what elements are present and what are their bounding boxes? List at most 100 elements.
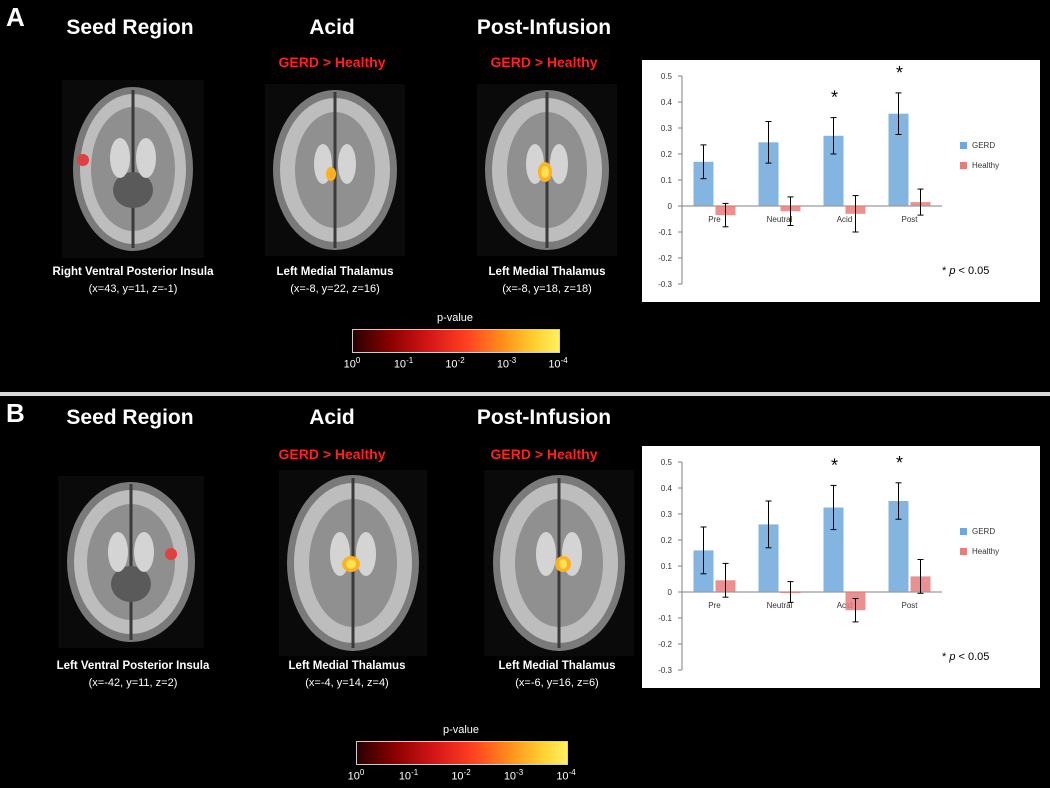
bar-chart-b-svg: 0.5 0.4 0.3 0.2 0.1 0 -0.1 -0.2 -0.3 Pre Neutral Ac… xyxy=(658,453,999,675)
brain-label-acid: Left Medial Thalamus xyxy=(288,660,406,672)
contrast-label-acid: GERD > Healthy xyxy=(278,446,386,462)
colorbar-tick-label: 10-1 xyxy=(398,768,419,783)
contrast-label-post: GERD > Healthy xyxy=(490,54,598,70)
column-title-post: Post-Infusion xyxy=(476,406,612,429)
legend-label: Healthy xyxy=(972,547,999,556)
legend-swatch-gerd xyxy=(960,528,967,535)
y-tick-label: 0.5 xyxy=(661,72,673,81)
significance-star: * xyxy=(896,453,903,473)
bar-chart-a: 0.5 0.4 0.3 0.2 0.1 0 -0.1 -0.2 -0.3 Pre Neutral Ac… xyxy=(642,60,1040,302)
column-title-post: Post-Infusion xyxy=(476,16,612,39)
brain-slice-acid-image xyxy=(265,84,405,256)
brain-coords-post: (x=-8, y=18, z=18) xyxy=(502,283,592,295)
panel-divider xyxy=(0,392,1050,396)
bar-gerd xyxy=(888,501,909,592)
panel-b: B Seed Region Acid Post-Infusion GERD > … xyxy=(0,396,1050,788)
bar-gerd xyxy=(758,524,779,592)
y-tick-label: 0.4 xyxy=(661,98,673,107)
brain-label-post: Left Medial Thalamus xyxy=(498,660,616,672)
colorbar-tick-label: 10-1 xyxy=(393,356,414,371)
colorbar-tick-label: 10-4 xyxy=(548,356,568,371)
x-tick-label: Pre xyxy=(708,601,721,610)
brain-coords-seed: (x=43, y=11, z=-1) xyxy=(88,283,178,295)
bar-gerd xyxy=(758,142,779,206)
significance-note: * p < 0.05 xyxy=(942,651,989,663)
significance-star: * xyxy=(831,88,838,108)
legend-label: GERD xyxy=(972,527,995,536)
x-tick-label: Neutral xyxy=(767,601,793,610)
colorbar-tick-label: 100 xyxy=(347,768,365,783)
y-tick-label: 0.1 xyxy=(661,176,673,185)
y-tick-label: 0.3 xyxy=(661,124,673,133)
colorbar-tick-label: 10-4 xyxy=(556,768,576,783)
panel-a: A Seed Region Acid Post-Infusion GERD > … xyxy=(0,0,1050,392)
brain-slice-post-image xyxy=(484,470,634,656)
bar-chart-a-svg: 0.5 0.4 0.3 0.2 0.1 0 -0.1 -0.2 -0.3 Pre Neutral Ac… xyxy=(658,63,999,289)
brain-coords-acid: (x=-8, y=22, z=16) xyxy=(290,283,380,295)
y-tick-label: -0.1 xyxy=(658,228,672,237)
colorbar-tick-label: 100 xyxy=(343,356,361,371)
y-tick-label: 0.5 xyxy=(661,458,673,467)
bar-gerd xyxy=(693,161,714,206)
significance-star: * xyxy=(896,63,903,83)
brain-label-post: Left Medial Thalamus xyxy=(488,266,606,278)
y-tick-label: 0 xyxy=(668,588,673,597)
brain-slice-acid-image xyxy=(279,470,427,656)
colorbar-tick-label: 10-2 xyxy=(451,768,471,783)
colorbar-title: p-value xyxy=(436,312,474,324)
panel-letter: B xyxy=(6,398,25,428)
brain-label-acid: Left Medial Thalamus xyxy=(276,266,394,278)
brain-coords-seed: (x=-42, y=11, z=2) xyxy=(88,677,178,689)
legend-label: GERD xyxy=(972,141,995,150)
y-tick-label: -0.3 xyxy=(658,666,672,675)
y-tick-label: 0.3 xyxy=(661,510,673,519)
y-tick-label: -0.2 xyxy=(658,254,672,263)
colorbar-tick-label: 10-3 xyxy=(503,768,524,783)
x-tick-label: Acid xyxy=(837,215,853,224)
colorbar xyxy=(352,329,560,353)
colorbar xyxy=(356,741,568,765)
brain-label-seed: Left Ventral Posterior Insula xyxy=(56,660,210,672)
column-title-acid: Acid xyxy=(309,16,355,39)
y-tick-label: 0 xyxy=(668,202,673,211)
legend-label: Healthy xyxy=(972,161,999,170)
brain-coords-post: (x=-6, y=16, z=6) xyxy=(515,677,599,689)
bar-gerd xyxy=(823,507,844,592)
y-tick-label: 0.2 xyxy=(661,536,673,545)
column-title-seed: Seed Region xyxy=(66,16,194,39)
legend-swatch-gerd xyxy=(960,142,967,149)
legend-swatch-healthy xyxy=(960,162,967,169)
y-tick-label: -0.1 xyxy=(658,614,672,623)
y-tick-label: -0.3 xyxy=(658,280,672,289)
bar-gerd xyxy=(823,135,844,206)
y-tick-label: 0.2 xyxy=(661,150,673,159)
colorbar-tick-label: 10-3 xyxy=(496,356,517,371)
bar-gerd xyxy=(888,113,909,206)
x-tick-label: Neutral xyxy=(767,215,793,224)
brain-slice-post-image xyxy=(477,84,617,256)
legend-swatch-healthy xyxy=(960,548,967,555)
contrast-label-acid: GERD > Healthy xyxy=(278,54,386,70)
y-tick-label: 0.4 xyxy=(661,484,673,493)
x-tick-label: Post xyxy=(901,601,918,610)
brain-label-seed: Right Ventral Posterior Insula xyxy=(52,266,214,278)
x-tick-label: Post xyxy=(901,215,918,224)
brain-slice-seed-image xyxy=(58,476,204,648)
y-tick-label: 0.1 xyxy=(661,562,673,571)
contrast-label-post: GERD > Healthy xyxy=(490,446,598,462)
colorbar-title: p-value xyxy=(442,724,480,736)
colorbar-ticks: 100 10-1 10-2 10-3 10-4 xyxy=(344,356,568,372)
colorbar-ticks: 100 10-1 10-2 10-3 10-4 xyxy=(348,768,576,784)
brain-slice-seed-image xyxy=(62,80,204,258)
x-tick-label: Acid xyxy=(837,601,853,610)
x-tick-label: Pre xyxy=(708,215,721,224)
column-title-seed: Seed Region xyxy=(66,406,194,429)
panel-letter: A xyxy=(6,2,25,32)
brain-coords-acid: (x=-4, y=14, z=4) xyxy=(305,677,389,689)
significance-note: * p < 0.05 xyxy=(942,265,989,277)
y-tick-label: -0.2 xyxy=(658,640,672,649)
colorbar-tick-label: 10-2 xyxy=(445,356,465,371)
bar-chart-b: 0.5 0.4 0.3 0.2 0.1 0 -0.1 -0.2 -0.3 Pre Neutral Ac… xyxy=(642,446,1040,688)
significance-star: * xyxy=(831,455,838,475)
column-title-acid: Acid xyxy=(309,406,355,429)
